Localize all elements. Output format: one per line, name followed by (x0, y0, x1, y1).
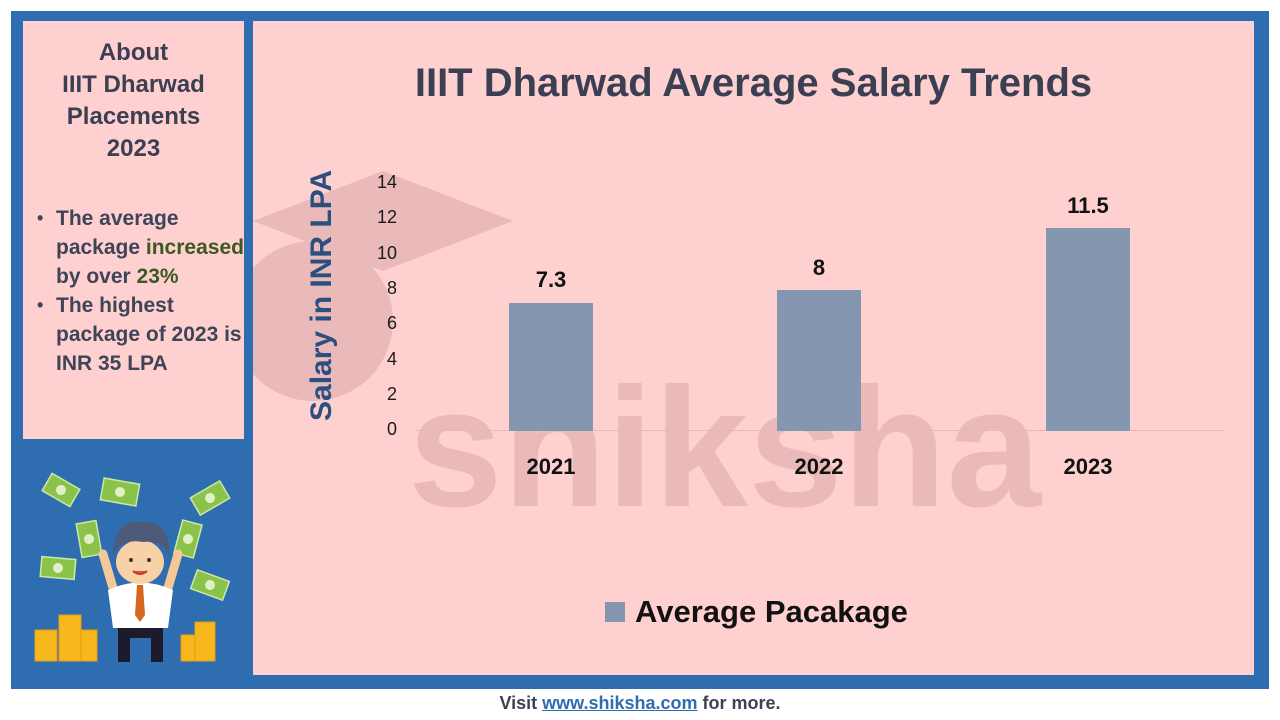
y-tick: 8 (386, 278, 397, 298)
highlight-item: The average package increased by over 23… (37, 204, 247, 291)
x-tick: 2023 (1063, 454, 1113, 479)
shiksha-link[interactable]: www.shiksha.com (542, 693, 698, 713)
about-title-line: About (98, 39, 169, 66)
man-icon (98, 521, 183, 662)
gold-coins-icon (34, 614, 216, 662)
y-tick: 2 (386, 384, 397, 404)
y-tick: 4 (386, 349, 397, 369)
bullet-text: The average package (56, 207, 179, 259)
legend-label: Average Pacakage (635, 594, 908, 629)
about-title-line: IIIT Dharwad (62, 71, 205, 98)
footer-prefix: Visit (499, 693, 543, 713)
footer-suffix: for more. (697, 693, 781, 713)
man-celebrating-with-money-icon (23, 450, 244, 675)
bullet-highlight: 23% (136, 265, 179, 288)
about-card: About IIIT Dharwad Placements 2023 The a… (23, 21, 244, 439)
about-title: About IIIT Dharwad Placements 2023 (23, 37, 244, 165)
y-tick: 0 (386, 419, 397, 439)
x-tick: 2022 (794, 454, 844, 479)
footer: Visit www.shiksha.com for more. (0, 693, 1280, 714)
shiksha-watermark-icon: shiksha (253, 171, 1043, 543)
legend-swatch-icon (605, 602, 625, 622)
svg-text:shiksha: shiksha (408, 353, 1043, 543)
chart-legend: Average Pacakage (605, 594, 908, 630)
y-tick: 12 (376, 207, 397, 227)
x-tick: 2021 (526, 454, 576, 479)
bullet-highlight: increased (145, 236, 244, 259)
about-title-line: 2023 (106, 135, 161, 162)
data-label: 7.3 (535, 267, 567, 292)
chart-title: IIIT Dharwad Average Salary Trends (414, 61, 1093, 105)
bar-2022 (777, 290, 861, 431)
y-tick: 14 (376, 172, 397, 192)
highlights-list: The average package increased by over 23… (37, 204, 247, 378)
money-bill-icon (39, 472, 231, 602)
bar-2023 (1046, 228, 1130, 431)
y-tick: 6 (386, 313, 397, 333)
chart-panel: shiksha IIIT Dharwad Average Salary Tren… (253, 21, 1254, 675)
highlight-item: The highest package of 2023 is INR 35 LP… (37, 291, 247, 378)
about-title-line: Placements (66, 103, 201, 130)
data-label: 8 (812, 255, 826, 280)
bullet-text: The highest package of 2023 is INR 35 LP… (56, 294, 242, 375)
y-axis-label: Salary in INR LPA (305, 169, 338, 421)
y-tick: 10 (376, 243, 397, 263)
bullet-text: by over (56, 265, 137, 288)
bar-2021 (509, 303, 593, 431)
data-label: 11.5 (1067, 193, 1109, 218)
